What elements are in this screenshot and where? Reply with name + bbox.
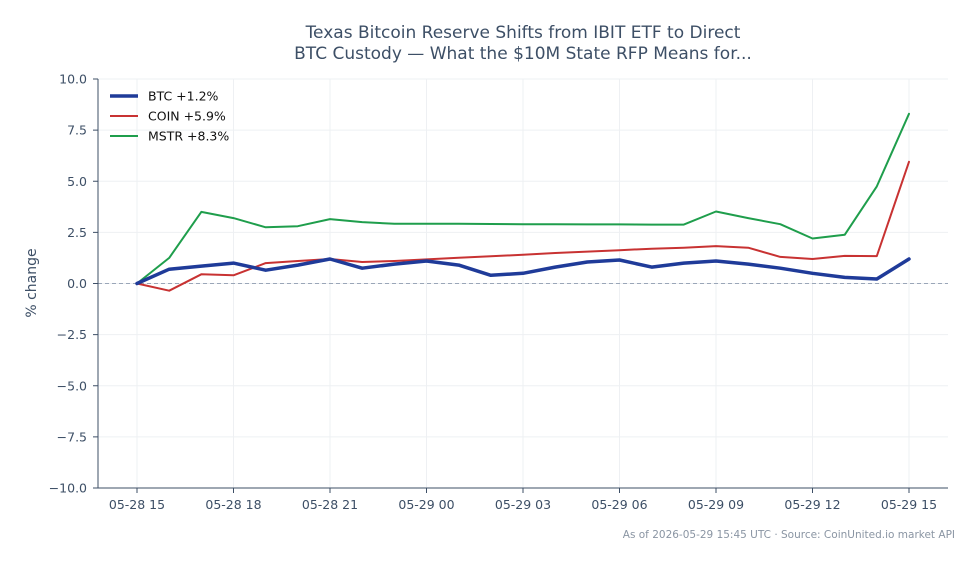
y-tick-label: 5.0 xyxy=(67,174,87,189)
x-tick-label: 05-29 03 xyxy=(495,497,551,512)
y-tick-label: 7.5 xyxy=(67,123,87,138)
x-tick-label: 05-28 18 xyxy=(205,497,261,512)
x-tick-label: 05-28 21 xyxy=(302,497,358,512)
chart-title-line-1: Texas Bitcoin Reserve Shifts from IBIT E… xyxy=(305,23,741,43)
chart-title-line-2: BTC Custody — What the $10M State RFP Me… xyxy=(294,44,752,64)
x-tick-label: 05-29 15 xyxy=(881,497,937,512)
y-tick-label: −7.5 xyxy=(57,429,87,444)
y-axis-label: % change xyxy=(24,248,40,317)
legend-label: BTC +1.2% xyxy=(148,89,219,104)
series-line-coin xyxy=(136,160,910,292)
series-line-mstr xyxy=(136,112,910,285)
x-tick-label: 05-29 00 xyxy=(398,497,454,512)
y-tick-label: 0.0 xyxy=(67,276,87,291)
y-tick-label: −2.5 xyxy=(57,327,87,342)
x-axis-ticks: 05-28 15 05-28 18 05-28 21 05-29 00 05-29 03… xyxy=(109,488,937,512)
series-line-btc xyxy=(135,257,911,286)
x-tick-label: 05-29 12 xyxy=(784,497,840,512)
source-footer: As of 2026-05-29 15:45 UTC · Source: Coi… xyxy=(623,529,955,541)
grid xyxy=(98,78,948,489)
series-lines xyxy=(135,112,911,292)
legend-label: MSTR +8.3% xyxy=(148,129,229,144)
y-tick-label: −10.0 xyxy=(49,481,87,496)
x-tick-label: 05-28 15 xyxy=(109,497,165,512)
legend: BTC +1.2% COIN +5.9% MSTR +8.3% xyxy=(110,89,229,144)
y-tick-label: −5.0 xyxy=(57,378,87,393)
x-tick-label: 05-29 06 xyxy=(591,497,647,512)
y-tick-label: 10.0 xyxy=(59,72,87,87)
y-tick-label: 2.5 xyxy=(67,225,87,240)
y-axis-ticks: −10.0 −7.5 −5.0 −2.5 0.0 2.5 5.0 7.5 10.0 xyxy=(49,72,98,496)
x-tick-label: 05-29 09 xyxy=(688,497,744,512)
chart-title: Texas Bitcoin Reserve Shifts from IBIT E… xyxy=(294,23,752,64)
legend-label: COIN +5.9% xyxy=(148,109,226,124)
